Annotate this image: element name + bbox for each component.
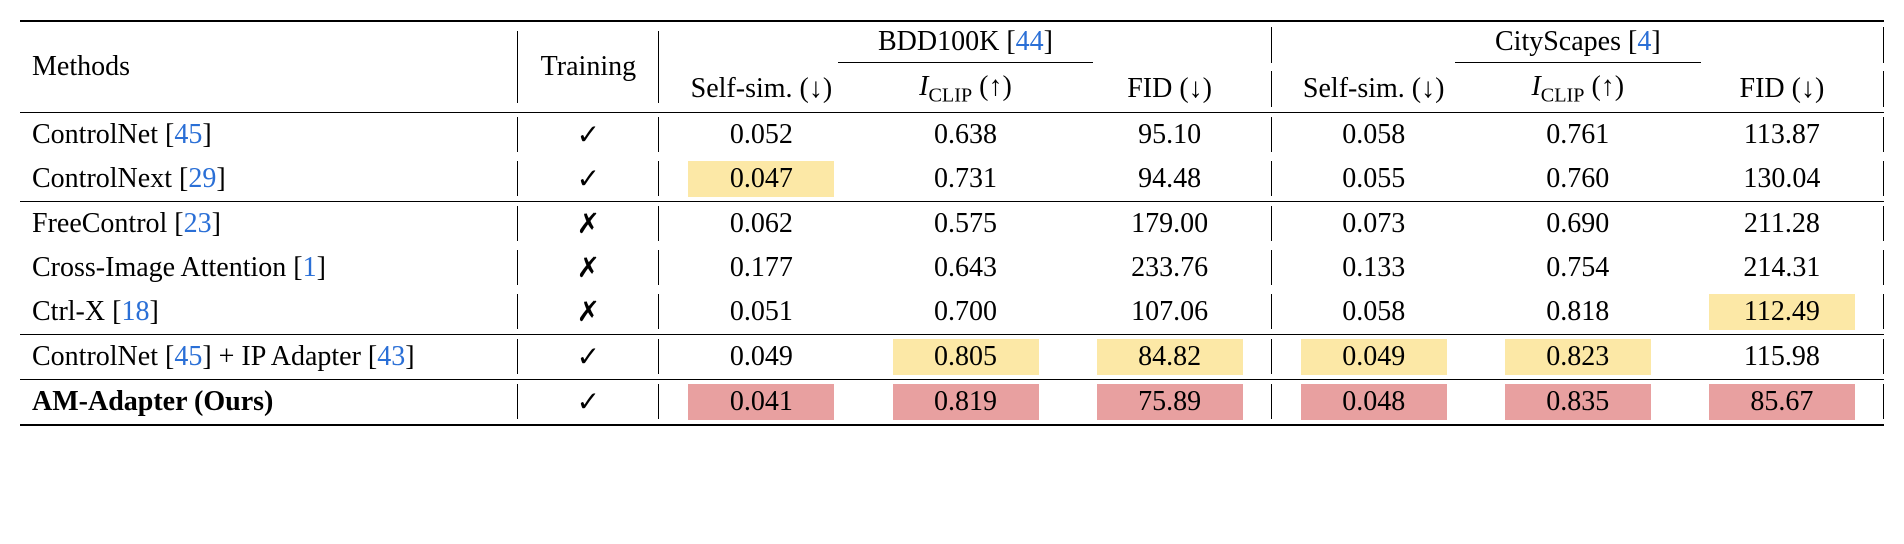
table-row: AM-Adapter (Ours)✓0.0410.81975.890.0480.… [20, 379, 1884, 425]
value-cell: 0.062 [659, 201, 863, 246]
value-cell: 0.055 [1272, 157, 1476, 202]
col-methods: Methods [20, 21, 517, 112]
value-cell: 0.133 [1272, 246, 1476, 290]
table-row: ControlNext [29]✓0.0470.73194.480.0550.7… [20, 157, 1884, 202]
training-cell: ✗ [517, 290, 659, 335]
method-cell: Cross-Image Attention [1] [20, 246, 517, 290]
value-cell: 95.10 [1068, 112, 1272, 157]
metric-fid-city: FID (↓) [1680, 67, 1884, 112]
value-cell: 0.690 [1476, 201, 1680, 246]
cite-link: 44 [1016, 26, 1044, 57]
value-cell: 0.049 [1272, 334, 1476, 379]
value-cell: 0.049 [659, 334, 863, 379]
value-cell: 214.31 [1680, 246, 1884, 290]
value-cell: 0.700 [863, 290, 1067, 335]
method-cell: ControlNet [45] + IP Adapter [43] [20, 334, 517, 379]
value-cell: 115.98 [1680, 334, 1884, 379]
training-cell: ✓ [517, 379, 659, 425]
value-cell: 112.49 [1680, 290, 1884, 335]
table-header: Methods Training BDD100K [44] CityScapes… [20, 21, 1884, 112]
value-cell: 0.047 [659, 157, 863, 202]
value-cell: 0.575 [863, 201, 1067, 246]
value-cell: 0.638 [863, 112, 1067, 157]
metric-iclip-bdd: ICLIP (↑) [863, 67, 1067, 112]
value-cell: 85.67 [1680, 379, 1884, 425]
value-cell: 0.051 [659, 290, 863, 335]
metric-selfsim-city: Self-sim. (↓) [1272, 67, 1476, 112]
table-row: ControlNet [45] + IP Adapter [43]✓0.0490… [20, 334, 1884, 379]
training-cell: ✗ [517, 201, 659, 246]
value-cell: 113.87 [1680, 112, 1884, 157]
value-cell: 0.073 [1272, 201, 1476, 246]
value-cell: 211.28 [1680, 201, 1884, 246]
results-table: Methods Training BDD100K [44] CityScapes… [20, 20, 1884, 426]
metric-fid-bdd: FID (↓) [1068, 67, 1272, 112]
value-cell: 0.835 [1476, 379, 1680, 425]
value-cell: 130.04 [1680, 157, 1884, 202]
value-cell: 94.48 [1068, 157, 1272, 202]
col-dataset-city: CityScapes [4] [1272, 21, 1884, 67]
value-cell: 0.041 [659, 379, 863, 425]
value-cell: 0.058 [1272, 290, 1476, 335]
dataset-bdd-name: BDD100K [878, 26, 999, 57]
value-cell: 0.052 [659, 112, 863, 157]
value-cell: 84.82 [1068, 334, 1272, 379]
value-cell: 0.643 [863, 246, 1067, 290]
value-cell: 0.823 [1476, 334, 1680, 379]
value-cell: 0.731 [863, 157, 1067, 202]
training-cell: ✓ [517, 334, 659, 379]
value-cell: 0.760 [1476, 157, 1680, 202]
method-cell: ControlNext [29] [20, 157, 517, 202]
method-cell: AM-Adapter (Ours) [20, 379, 517, 425]
metric-selfsim-bdd: Self-sim. (↓) [659, 67, 863, 112]
table-row: FreeControl [23]✗0.0620.575179.000.0730.… [20, 201, 1884, 246]
method-cell: FreeControl [23] [20, 201, 517, 246]
metric-iclip-city: ICLIP (↑) [1476, 67, 1680, 112]
value-cell: 0.177 [659, 246, 863, 290]
value-cell: 0.805 [863, 334, 1067, 379]
method-cell: ControlNet [45] [20, 112, 517, 157]
cite-link: 4 [1637, 26, 1651, 57]
value-cell: 0.058 [1272, 112, 1476, 157]
col-training: Training [517, 21, 659, 112]
col-dataset-bdd: BDD100K [44] [659, 21, 1271, 67]
value-cell: 233.76 [1068, 246, 1272, 290]
value-cell: 0.818 [1476, 290, 1680, 335]
value-cell: 0.048 [1272, 379, 1476, 425]
value-cell: 179.00 [1068, 201, 1272, 246]
table-row: Ctrl-X [18]✗0.0510.700107.060.0580.81811… [20, 290, 1884, 335]
value-cell: 107.06 [1068, 290, 1272, 335]
value-cell: 75.89 [1068, 379, 1272, 425]
table-row: Cross-Image Attention [1]✗0.1770.643233.… [20, 246, 1884, 290]
training-cell: ✓ [517, 157, 659, 202]
table-row: ControlNet [45]✓0.0520.63895.100.0580.76… [20, 112, 1884, 157]
value-cell: 0.761 [1476, 112, 1680, 157]
value-cell: 0.754 [1476, 246, 1680, 290]
dataset-city-name: CityScapes [1495, 26, 1621, 57]
value-cell: 0.819 [863, 379, 1067, 425]
training-cell: ✗ [517, 246, 659, 290]
training-cell: ✓ [517, 112, 659, 157]
method-cell: Ctrl-X [18] [20, 290, 517, 335]
table-body: ControlNet [45]✓0.0520.63895.100.0580.76… [20, 112, 1884, 425]
